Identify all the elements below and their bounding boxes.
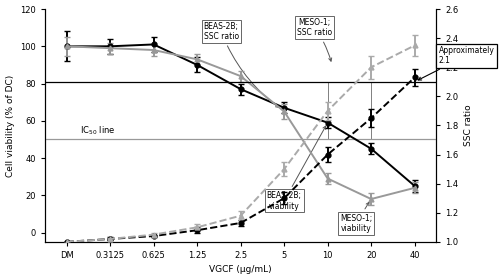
Text: BEAS-2B;
viability: BEAS-2B; viability [266,126,326,211]
X-axis label: VGCF (μg/mL): VGCF (μg/mL) [210,265,272,274]
Y-axis label: SSC ratio: SSC ratio [464,105,473,146]
Text: BEAS-2B;
SSC ratio: BEAS-2B; SSC ratio [204,22,279,107]
Text: IC$_{50}$ line: IC$_{50}$ line [80,125,115,137]
Text: MESO-1;
SSC ratio: MESO-1; SSC ratio [297,18,332,61]
Y-axis label: Cell viability (% of DC): Cell viability (% of DC) [6,74,15,177]
Text: MESO-1;
viability: MESO-1; viability [340,202,372,233]
Text: Approximately
2.1: Approximately 2.1 [418,46,494,80]
